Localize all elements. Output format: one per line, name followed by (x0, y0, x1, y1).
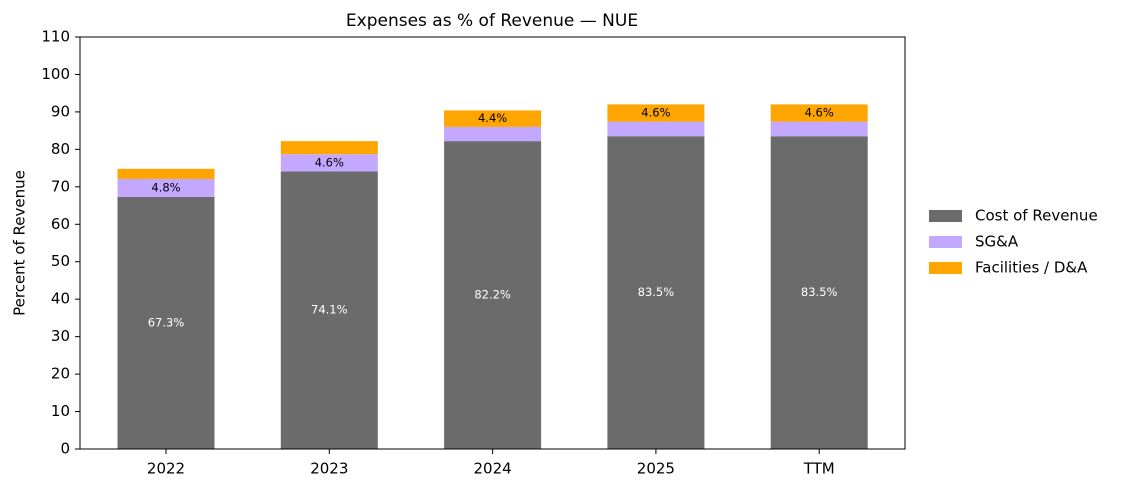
legend-swatch (929, 236, 962, 248)
bar-segment (444, 141, 542, 449)
legend-swatch (929, 262, 962, 274)
value-label: 83.5% (638, 285, 675, 299)
plot-frame (79, 36, 906, 450)
x-tick-label: 2025 (637, 460, 675, 478)
legend-label: Cost of Revenue (975, 207, 1098, 225)
y-tick-label: 60 (51, 215, 70, 233)
value-label: 4.6% (805, 106, 834, 120)
value-label: 82.2% (474, 288, 511, 302)
y-tick-label: 70 (51, 177, 70, 195)
bar-segment (280, 154, 378, 172)
value-label: 4.8% (151, 180, 180, 194)
value-label: 67.3% (148, 315, 185, 329)
x-tick-label: 2023 (310, 460, 348, 478)
bar-segment (607, 104, 705, 122)
legend-label: SG&A (975, 233, 1019, 251)
y-tick-label: 10 (51, 402, 70, 420)
bar-segment (770, 121, 868, 137)
y-tick-label: 90 (51, 102, 70, 120)
y-tick-label: 30 (51, 327, 70, 345)
bar-segment (770, 136, 868, 449)
bar-segment (770, 104, 868, 122)
y-tick-label: 0 (60, 440, 70, 458)
chart-title: Expenses as % of Revenue — NUE (346, 11, 638, 31)
bar-segment (117, 196, 215, 449)
value-label: 4.6% (315, 155, 344, 169)
bar-segment (280, 141, 378, 155)
y-tick-label: 40 (51, 290, 70, 308)
bar-segment (444, 110, 542, 127)
y-tick-label: 20 (51, 365, 70, 383)
bar-segment (117, 168, 215, 179)
bar-segment (607, 136, 705, 449)
y-tick-label: 50 (51, 252, 70, 270)
x-tick-label: TTM (803, 460, 835, 478)
bar-segment (607, 121, 705, 137)
y-tick-label: 100 (41, 65, 70, 83)
x-tick-label: 2022 (147, 460, 185, 478)
value-label: 4.6% (641, 106, 670, 120)
value-label: 4.4% (478, 111, 507, 125)
y-tick-label: 110 (41, 28, 70, 46)
x-tick-label: 2024 (474, 460, 512, 478)
y-axis-label: Percent of Revenue (11, 170, 29, 316)
bar-segment (117, 178, 215, 197)
y-tick-label: 80 (51, 140, 70, 158)
legend-swatch (929, 210, 962, 222)
legend-label: Facilities / D&A (975, 259, 1088, 277)
bar-segment (444, 126, 542, 142)
value-label: 83.5% (801, 285, 838, 299)
value-label: 74.1% (311, 303, 348, 317)
bar-segment (280, 171, 378, 449)
